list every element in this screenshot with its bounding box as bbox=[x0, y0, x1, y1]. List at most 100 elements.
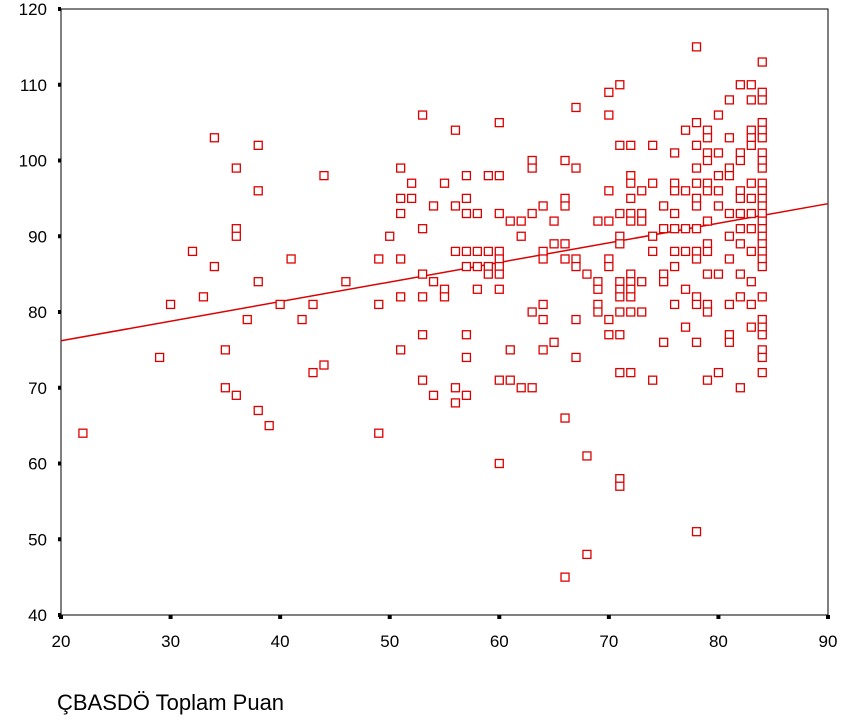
data-point bbox=[626, 307, 636, 317]
data-point bbox=[757, 178, 767, 188]
data-point bbox=[757, 367, 767, 378]
data-point bbox=[626, 277, 636, 287]
data-point bbox=[571, 261, 581, 272]
data-point bbox=[396, 292, 406, 302]
data-point bbox=[461, 352, 472, 363]
data-point bbox=[757, 125, 767, 135]
data-point bbox=[615, 231, 625, 241]
data-point bbox=[604, 87, 614, 97]
data-point bbox=[735, 148, 745, 158]
data-point bbox=[220, 345, 231, 355]
data-point bbox=[648, 140, 658, 151]
data-point bbox=[637, 307, 647, 317]
data-point bbox=[724, 163, 735, 173]
data-point bbox=[691, 224, 702, 234]
x-tick-mark bbox=[826, 615, 830, 619]
data-point bbox=[735, 292, 745, 302]
data-point bbox=[757, 330, 767, 340]
data-point bbox=[637, 208, 647, 219]
data-point bbox=[417, 110, 428, 120]
data-point bbox=[757, 231, 767, 241]
data-point bbox=[724, 170, 735, 181]
data-point bbox=[78, 428, 88, 438]
data-point bbox=[450, 383, 461, 393]
data-point bbox=[538, 314, 548, 325]
data-point bbox=[231, 163, 241, 173]
data-point bbox=[757, 148, 767, 158]
data-point bbox=[615, 481, 625, 491]
data-point bbox=[582, 269, 592, 279]
data-point bbox=[658, 269, 669, 279]
data-point bbox=[209, 133, 220, 143]
data-point bbox=[713, 170, 724, 181]
data-point bbox=[494, 458, 504, 469]
data-point bbox=[615, 473, 625, 484]
data-point bbox=[626, 284, 636, 294]
data-point bbox=[593, 277, 603, 287]
data-point bbox=[626, 140, 636, 151]
data-point bbox=[494, 246, 504, 257]
y-tick-label: 80 bbox=[28, 303, 47, 322]
data-point bbox=[494, 117, 504, 128]
data-point bbox=[702, 246, 713, 257]
data-point bbox=[746, 246, 756, 257]
data-point bbox=[746, 178, 756, 188]
data-point bbox=[286, 254, 296, 264]
data-point bbox=[713, 148, 724, 158]
data-point bbox=[648, 246, 658, 257]
data-point bbox=[691, 254, 702, 264]
data-point bbox=[560, 254, 570, 264]
data-point bbox=[626, 292, 636, 302]
y-tick-label: 120 bbox=[19, 0, 47, 19]
data-point bbox=[242, 314, 252, 325]
y-tick-label: 110 bbox=[20, 76, 47, 95]
plot-frame bbox=[60, 8, 829, 616]
data-point bbox=[757, 292, 767, 302]
data-point bbox=[680, 224, 691, 234]
data-point bbox=[187, 246, 198, 257]
data-point bbox=[527, 208, 537, 219]
data-point bbox=[757, 261, 767, 272]
data-point bbox=[626, 367, 636, 378]
data-point bbox=[648, 178, 658, 188]
data-point bbox=[560, 193, 570, 204]
data-point bbox=[571, 254, 581, 264]
data-point bbox=[757, 208, 767, 219]
x-tick-label: 50 bbox=[380, 632, 399, 651]
data-point bbox=[615, 239, 625, 249]
data-point bbox=[538, 201, 548, 211]
data-point bbox=[275, 299, 285, 310]
y-tick-mark bbox=[58, 310, 61, 314]
data-point bbox=[669, 224, 680, 234]
data-point bbox=[702, 216, 713, 226]
data-point bbox=[571, 163, 581, 173]
data-point bbox=[691, 140, 702, 151]
data-point bbox=[461, 208, 472, 219]
data-point bbox=[713, 186, 724, 196]
data-point bbox=[757, 163, 767, 173]
data-point bbox=[527, 307, 537, 317]
data-point bbox=[757, 239, 767, 249]
data-point bbox=[669, 178, 680, 188]
data-point bbox=[494, 261, 504, 272]
data-point bbox=[746, 193, 756, 204]
data-point bbox=[713, 367, 724, 378]
data-point bbox=[560, 413, 570, 423]
data-point bbox=[253, 140, 263, 151]
data-point bbox=[417, 269, 428, 279]
x-tick-label: 70 bbox=[599, 632, 618, 651]
data-point bbox=[417, 292, 428, 302]
data-point bbox=[461, 261, 472, 272]
data-point bbox=[724, 95, 735, 105]
data-point bbox=[713, 269, 724, 279]
data-point bbox=[658, 337, 669, 347]
data-point bbox=[538, 246, 548, 257]
data-point bbox=[658, 201, 669, 211]
data-point bbox=[461, 330, 472, 340]
x-tick-label: 90 bbox=[819, 632, 838, 651]
data-point bbox=[735, 186, 745, 196]
y-tick-mark bbox=[58, 82, 61, 87]
data-point bbox=[691, 337, 702, 347]
data-point bbox=[757, 186, 767, 196]
data-point bbox=[549, 239, 559, 249]
